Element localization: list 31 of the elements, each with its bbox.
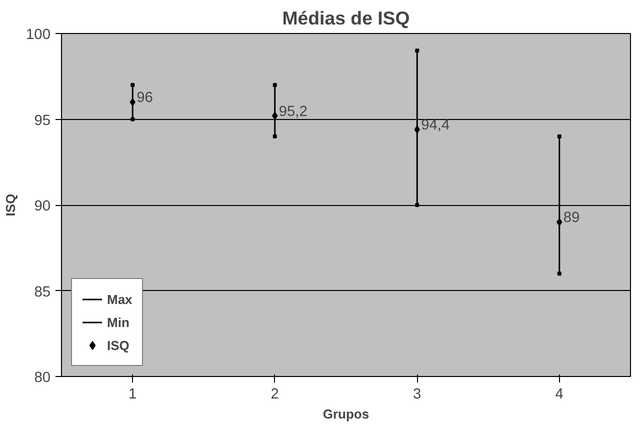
data-label: 94,4 bbox=[421, 118, 450, 134]
point bbox=[415, 48, 420, 53]
y-tick-label: 100 bbox=[26, 27, 51, 43]
legend-label: ISQ bbox=[107, 338, 130, 352]
x-tick-label: 3 bbox=[413, 386, 422, 402]
point bbox=[414, 126, 420, 134]
point bbox=[556, 218, 562, 226]
point bbox=[557, 272, 562, 276]
point bbox=[415, 203, 420, 207]
x-tick-label: 2 bbox=[270, 386, 279, 402]
data-label: 96 bbox=[136, 90, 153, 106]
x-axis-title: Grupos bbox=[322, 406, 370, 422]
legend-label: Min bbox=[107, 314, 130, 330]
data-label: 95,2 bbox=[278, 104, 308, 120]
x-tick-label: 1 bbox=[128, 386, 137, 402]
y-tick-label: 90 bbox=[34, 198, 51, 214]
point bbox=[272, 112, 278, 120]
legend-label: Max bbox=[107, 292, 132, 306]
y-tick-label: 95 bbox=[34, 112, 51, 129]
y-tick-label: 80 bbox=[34, 370, 51, 386]
point bbox=[272, 82, 277, 87]
point bbox=[130, 117, 135, 122]
point bbox=[557, 134, 562, 138]
point bbox=[272, 134, 277, 138]
data-label: 89 bbox=[563, 210, 580, 226]
point bbox=[130, 82, 135, 87]
point bbox=[130, 98, 136, 106]
chart-title: Médias de ISQ bbox=[282, 8, 410, 28]
y-axis-title: ISQ bbox=[3, 194, 18, 216]
x-tick-label: 4 bbox=[555, 386, 564, 402]
y-tick-label: 85 bbox=[34, 284, 51, 300]
